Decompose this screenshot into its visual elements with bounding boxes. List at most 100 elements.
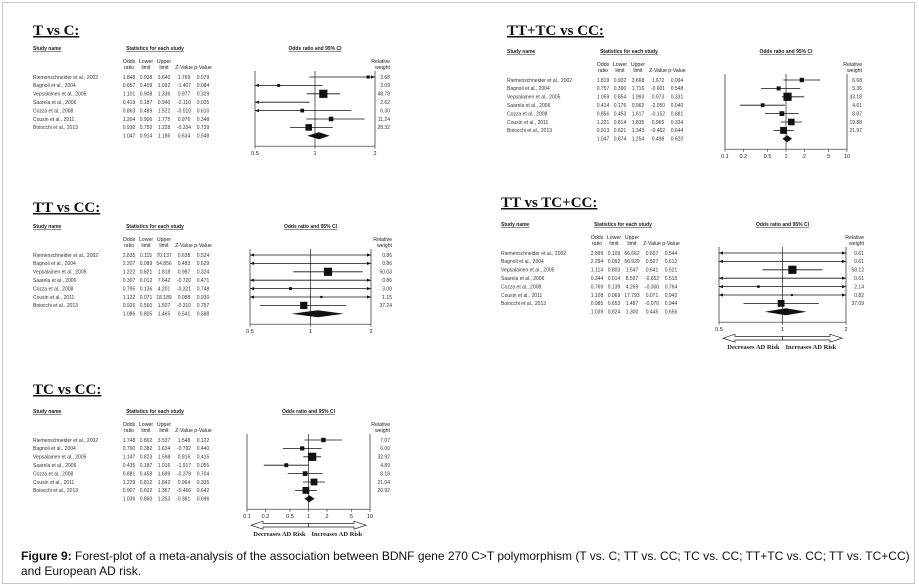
relative-weight: 28.32 <box>377 125 390 131</box>
stat-value: -0.334 <box>177 125 191 131</box>
summary-diamond <box>307 132 330 140</box>
study-name: Bagnoli et al., 2004 <box>501 259 544 265</box>
stat-value: 0.307 <box>123 278 136 284</box>
relative-weight: 58.12 <box>851 268 864 274</box>
point-estimate <box>776 86 781 91</box>
relative-weight: 3.68 <box>380 75 390 81</box>
col-header-top: Upper <box>157 237 171 243</box>
weight-header: weight <box>375 65 391 71</box>
ci-arrow-left <box>719 276 723 280</box>
study-name: Bagnoli et al., 2004 <box>33 83 76 89</box>
col-header-top: Lower <box>613 62 627 68</box>
x-tick-label: 2 <box>325 514 328 520</box>
study-name: Bagnoli et al., 2004 <box>33 261 76 267</box>
stats-header: Statistics for each study <box>126 46 184 52</box>
ci-arrow-left <box>250 287 254 291</box>
stat-value: 0.856 <box>597 111 610 117</box>
relative-weight: 5.36 <box>852 86 862 92</box>
stat-value: 0.750 <box>140 125 153 131</box>
study-name: Cousin et al., 2011 <box>501 293 543 299</box>
stat-value: 0.092 <box>608 259 621 265</box>
stat-value: 1.548 <box>178 438 191 444</box>
study-name: Riemenschneider et al., 2002 <box>33 253 98 259</box>
stat-value: 0.344 <box>591 276 604 282</box>
study-name: Cousin et al., 2011 <box>33 117 75 123</box>
stat-value: 0.962 <box>632 103 645 109</box>
stat-value: 0.902 <box>614 78 627 84</box>
stat-value: 66.662 <box>624 251 640 257</box>
stat-value: 0.930 <box>197 295 210 301</box>
stat-value: 0.453 <box>614 111 627 117</box>
col-header-bottom: Z-Value <box>643 241 661 247</box>
caption-text: Forest-plot of a meta-analysis of the as… <box>21 549 910 578</box>
point-estimate <box>308 452 317 461</box>
stat-value: 1.336 <box>158 92 171 98</box>
stat-value: 0.862 <box>140 438 153 444</box>
forest-plot-1: T vs C: Study name Statistics for each stu… <box>33 23 391 157</box>
col-header-top: Upper <box>631 62 645 68</box>
stat-value: 17.793 <box>624 293 640 299</box>
stat-value: 1.101 <box>123 92 136 98</box>
stat-value: 1.367 <box>158 488 171 494</box>
stat-value: 1.598 <box>158 455 171 461</box>
stat-value: 1.092 <box>158 83 171 89</box>
summary-value: 1.047 <box>597 137 610 143</box>
stat-value: 1.522 <box>158 108 171 114</box>
col-header-bottom: ratio <box>592 241 602 247</box>
col-header-bottom: limit <box>159 428 169 434</box>
stat-value: 1.222 <box>123 270 136 276</box>
stats-header: Statistics for each study <box>594 222 652 228</box>
point-estimate <box>302 487 310 494</box>
decreases-label: Decreases AD Risk <box>253 531 306 538</box>
col-header-bottom: p-Value <box>194 65 212 71</box>
summary-value: 1.465 <box>158 312 171 318</box>
stat-value: 0.335 <box>197 480 210 486</box>
x-tick-label: 2 <box>844 327 847 333</box>
stat-value: 1.487 <box>626 301 639 307</box>
stat-value: 3.640 <box>158 75 171 81</box>
point-estimate <box>779 111 785 117</box>
relative-header: Relative <box>371 59 390 65</box>
col-header-top: Lower <box>139 59 153 65</box>
stat-value: -0.652 <box>645 276 659 282</box>
relative-header: Relative <box>845 235 864 241</box>
stat-value: 1.507 <box>158 303 171 309</box>
col-header-bottom: ratio <box>598 68 608 74</box>
stat-value: 0.415 <box>197 455 210 461</box>
odds-ratio-ci-header: Odds ratio and 95% CI <box>288 46 342 52</box>
stat-value: 0.863 <box>123 108 136 114</box>
col-header-bottom: limit <box>615 68 625 74</box>
stat-value: 0.331 <box>671 95 684 101</box>
odds-ratio-ci-header: Odds ratio and 95% CI <box>284 224 338 230</box>
col-header-bottom: limit <box>633 68 643 74</box>
col-header-bottom: p-Value <box>194 428 212 434</box>
stat-value: 0.348 <box>197 117 210 123</box>
study-name: Riemenschneider et al., 2002 <box>501 251 566 257</box>
study-name: Cousin et al., 2011 <box>507 120 549 126</box>
stat-value: 0.458 <box>140 471 153 477</box>
point-estimate <box>300 301 308 310</box>
stat-value: 0.964 <box>178 480 191 486</box>
forest-plot-5: TC vs CC: Study name Statistics for each s… <box>33 382 391 538</box>
ci-arrow-left <box>250 295 254 299</box>
ci-arrow-left <box>255 83 259 87</box>
stat-value: 1.835 <box>632 120 645 126</box>
stat-value: -0.070 <box>645 301 659 307</box>
plot-title: T vs C: <box>33 23 79 39</box>
col-header-bottom: limit <box>159 243 169 249</box>
x-tick-label: 1 <box>781 327 784 333</box>
stat-value: 0.069 <box>608 293 621 299</box>
col-header-bottom: p-Value <box>662 241 680 247</box>
ci-arrow-left <box>250 261 254 265</box>
decrease-arrow <box>721 333 783 343</box>
relative-weight: 8.18 <box>380 471 390 477</box>
summary-diamond <box>764 308 807 316</box>
stat-value: 0.414 <box>597 103 610 109</box>
summary-value: 1.086 <box>123 312 136 318</box>
stat-value: 0.136 <box>140 286 153 292</box>
ci-arrow-right <box>367 261 371 265</box>
study-name-header: Study name <box>33 224 62 230</box>
summary-value: 1.300 <box>626 310 639 316</box>
stat-value: 1.748 <box>123 438 136 444</box>
col-header-bottom: ratio <box>124 428 134 434</box>
